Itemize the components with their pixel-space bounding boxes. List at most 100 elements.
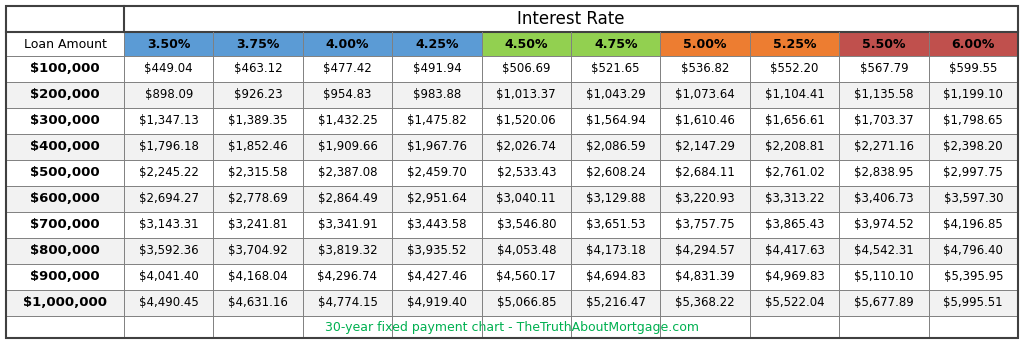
Bar — [840, 160, 929, 186]
Text: $3,313.22: $3,313.22 — [765, 193, 824, 205]
Bar — [6, 160, 124, 186]
Bar — [303, 238, 392, 264]
Text: $1,967.76: $1,967.76 — [407, 140, 467, 153]
Text: $2,533.43: $2,533.43 — [497, 166, 556, 180]
Bar — [392, 238, 481, 264]
Bar — [750, 32, 840, 56]
Bar — [303, 56, 392, 82]
Bar — [660, 56, 750, 82]
Text: $3,865.43: $3,865.43 — [765, 218, 824, 232]
Text: $5,995.51: $5,995.51 — [943, 297, 1004, 310]
Bar — [750, 238, 840, 264]
Bar — [750, 82, 840, 108]
Bar — [571, 238, 660, 264]
Text: $2,864.49: $2,864.49 — [317, 193, 378, 205]
Text: $2,778.69: $2,778.69 — [228, 193, 288, 205]
Text: $2,026.74: $2,026.74 — [497, 140, 556, 153]
Text: $4,196.85: $4,196.85 — [943, 218, 1004, 232]
Bar — [929, 134, 1018, 160]
Bar — [571, 186, 660, 212]
Bar — [124, 212, 213, 238]
Bar — [124, 134, 213, 160]
Text: $5,368.22: $5,368.22 — [675, 297, 735, 310]
Text: $3,143.31: $3,143.31 — [139, 218, 199, 232]
Bar — [392, 186, 481, 212]
Text: $521.65: $521.65 — [592, 63, 640, 75]
Text: $4,542.31: $4,542.31 — [854, 245, 913, 258]
Text: $3,443.58: $3,443.58 — [408, 218, 467, 232]
Bar — [840, 56, 929, 82]
Bar — [6, 264, 124, 290]
Bar — [392, 290, 481, 316]
Text: $1,073.64: $1,073.64 — [675, 88, 735, 101]
Bar — [213, 134, 303, 160]
Bar — [660, 290, 750, 316]
Bar — [660, 238, 750, 264]
Text: $900,000: $900,000 — [30, 270, 99, 283]
Bar — [303, 134, 392, 160]
Text: Loan Amount: Loan Amount — [24, 37, 106, 51]
Text: $3,220.93: $3,220.93 — [675, 193, 735, 205]
Text: 4.25%: 4.25% — [415, 37, 459, 51]
Text: $2,608.24: $2,608.24 — [586, 166, 645, 180]
Bar — [750, 56, 840, 82]
Bar — [303, 212, 392, 238]
Text: $2,694.27: $2,694.27 — [138, 193, 199, 205]
Bar — [481, 160, 571, 186]
Bar — [481, 32, 571, 56]
Bar — [929, 212, 1018, 238]
Text: $4,041.40: $4,041.40 — [139, 270, 199, 283]
Bar — [213, 32, 303, 56]
Text: $1,475.82: $1,475.82 — [407, 115, 467, 128]
Bar — [571, 290, 660, 316]
Bar — [750, 160, 840, 186]
Bar — [392, 108, 481, 134]
Bar — [481, 108, 571, 134]
Text: $2,398.20: $2,398.20 — [943, 140, 1004, 153]
Bar — [303, 82, 392, 108]
Text: $3,129.88: $3,129.88 — [586, 193, 645, 205]
Text: $1,135.58: $1,135.58 — [854, 88, 913, 101]
Text: $463.12: $463.12 — [233, 63, 283, 75]
Bar — [840, 108, 929, 134]
Bar — [840, 290, 929, 316]
Bar — [124, 6, 1018, 32]
Text: $1,610.46: $1,610.46 — [675, 115, 735, 128]
Text: 4.75%: 4.75% — [594, 37, 638, 51]
Bar — [840, 82, 929, 108]
Text: $600,000: $600,000 — [30, 193, 100, 205]
Text: 4.50%: 4.50% — [505, 37, 548, 51]
Text: 3.50%: 3.50% — [147, 37, 190, 51]
Bar — [303, 290, 392, 316]
Bar — [213, 56, 303, 82]
Text: $4,560.17: $4,560.17 — [497, 270, 556, 283]
Bar — [750, 186, 840, 212]
Bar — [303, 160, 392, 186]
Text: $4,173.18: $4,173.18 — [586, 245, 645, 258]
Text: $5,395.95: $5,395.95 — [943, 270, 1004, 283]
Text: $3,546.80: $3,546.80 — [497, 218, 556, 232]
Bar — [929, 82, 1018, 108]
Bar — [571, 212, 660, 238]
Bar — [303, 108, 392, 134]
Text: $300,000: $300,000 — [30, 115, 100, 128]
Text: $1,432.25: $1,432.25 — [317, 115, 378, 128]
Text: $4,774.15: $4,774.15 — [317, 297, 378, 310]
Bar — [124, 82, 213, 108]
Text: $4,831.39: $4,831.39 — [675, 270, 735, 283]
Bar — [124, 186, 213, 212]
Bar — [481, 212, 571, 238]
Text: $1,043.29: $1,043.29 — [586, 88, 645, 101]
Text: 30-year fixed payment chart - TheTruthAboutMortgage.com: 30-year fixed payment chart - TheTruthAb… — [325, 321, 699, 333]
Bar — [6, 108, 124, 134]
Bar — [124, 56, 213, 82]
Bar — [213, 290, 303, 316]
Bar — [392, 160, 481, 186]
Text: $3,597.30: $3,597.30 — [943, 193, 1004, 205]
Text: $5,066.85: $5,066.85 — [497, 297, 556, 310]
Text: $4,417.63: $4,417.63 — [765, 245, 824, 258]
Bar — [392, 264, 481, 290]
Bar — [213, 238, 303, 264]
Bar — [6, 290, 124, 316]
Text: $599.55: $599.55 — [949, 63, 997, 75]
